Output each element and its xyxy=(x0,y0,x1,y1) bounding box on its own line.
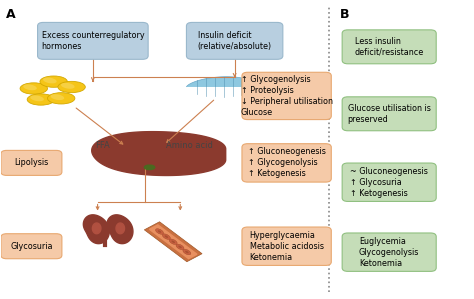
FancyBboxPatch shape xyxy=(342,97,436,131)
Ellipse shape xyxy=(163,234,170,239)
Text: Glucose utilisation is
preserved: Glucose utilisation is preserved xyxy=(348,104,430,124)
FancyBboxPatch shape xyxy=(342,163,436,202)
Ellipse shape xyxy=(172,240,175,243)
Ellipse shape xyxy=(183,249,191,255)
Polygon shape xyxy=(92,132,226,176)
Text: Amino acid: Amino acid xyxy=(166,141,213,150)
Polygon shape xyxy=(116,223,125,234)
Text: ↑ Glycogenolysis
↑ Proteolysis
↓ Peripheral utilisation
Glucose: ↑ Glycogenolysis ↑ Proteolysis ↓ Periphe… xyxy=(241,75,333,117)
Text: Glycosuria: Glycosuria xyxy=(10,242,53,251)
FancyBboxPatch shape xyxy=(1,150,62,176)
Ellipse shape xyxy=(178,246,182,248)
Ellipse shape xyxy=(40,76,67,87)
FancyBboxPatch shape xyxy=(342,233,436,271)
Polygon shape xyxy=(107,215,133,244)
Polygon shape xyxy=(149,225,197,259)
Polygon shape xyxy=(92,223,101,234)
Ellipse shape xyxy=(169,239,177,245)
Text: B: B xyxy=(340,8,349,21)
Text: ~ Gluconeogenesis
↑ Glycosuria
↑ Ketogenesis: ~ Gluconeogenesis ↑ Glycosuria ↑ Ketogen… xyxy=(350,167,428,198)
Ellipse shape xyxy=(51,94,64,100)
FancyBboxPatch shape xyxy=(37,22,148,59)
Text: A: A xyxy=(6,8,16,21)
FancyBboxPatch shape xyxy=(242,144,331,182)
Ellipse shape xyxy=(58,81,85,93)
Text: Less insulin
deficit/resistance: Less insulin deficit/resistance xyxy=(355,37,424,57)
Ellipse shape xyxy=(30,95,44,101)
Ellipse shape xyxy=(164,235,168,238)
FancyBboxPatch shape xyxy=(186,22,283,59)
Text: Insulin deficit
(relative/absolute): Insulin deficit (relative/absolute) xyxy=(198,31,272,51)
Ellipse shape xyxy=(145,165,155,170)
Text: Euglycemia
Glycogenolysis
Ketonemia: Euglycemia Glycogenolysis Ketonemia xyxy=(359,237,419,268)
Ellipse shape xyxy=(176,244,184,250)
Ellipse shape xyxy=(43,77,57,83)
Ellipse shape xyxy=(23,84,37,90)
Text: Lipolysis: Lipolysis xyxy=(14,158,48,167)
Ellipse shape xyxy=(185,251,189,253)
Text: FFA: FFA xyxy=(95,141,109,150)
Ellipse shape xyxy=(158,230,161,233)
Ellipse shape xyxy=(61,83,74,89)
FancyBboxPatch shape xyxy=(1,234,62,259)
Polygon shape xyxy=(83,215,109,244)
Text: Hyperglycaemia
Metabolic acidosis
Ketonemia: Hyperglycaemia Metabolic acidosis Ketone… xyxy=(250,231,324,262)
Text: Excess counterregulatory
hormones: Excess counterregulatory hormones xyxy=(42,31,144,51)
Ellipse shape xyxy=(47,93,75,104)
Polygon shape xyxy=(144,222,202,262)
Text: ↑ Gluconeogenesis
↑ Glycogenolysis
↑ Ketogenesis: ↑ Gluconeogenesis ↑ Glycogenolysis ↑ Ket… xyxy=(248,147,326,179)
FancyBboxPatch shape xyxy=(342,30,436,64)
Ellipse shape xyxy=(20,83,47,94)
Ellipse shape xyxy=(27,94,55,105)
Ellipse shape xyxy=(155,229,164,234)
FancyBboxPatch shape xyxy=(242,227,331,266)
FancyBboxPatch shape xyxy=(242,72,331,120)
